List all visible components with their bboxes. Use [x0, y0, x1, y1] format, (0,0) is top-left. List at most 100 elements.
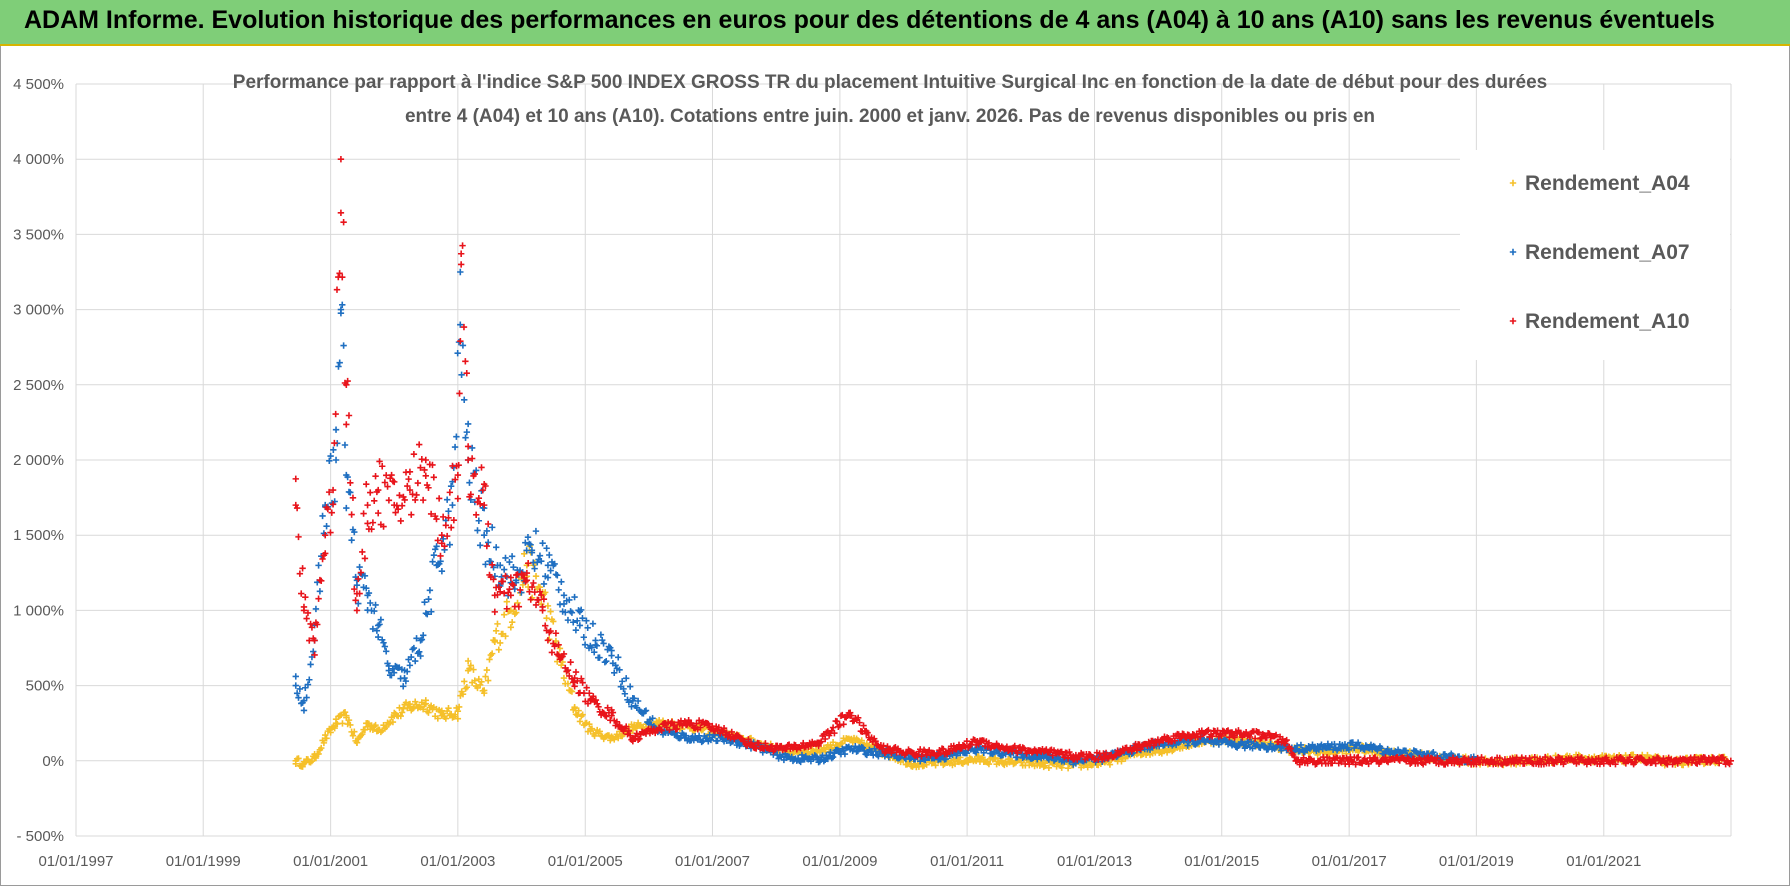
data-point	[846, 736, 854, 743]
data-point	[587, 727, 594, 734]
data-point	[575, 707, 582, 714]
data-point	[500, 566, 508, 573]
data-point	[401, 674, 408, 682]
data-point	[495, 646, 503, 653]
x-tick-label: 01/01/2013	[1057, 853, 1132, 870]
data-point	[380, 523, 387, 530]
x-tick-label: 01/01/2005	[548, 853, 623, 870]
data-point	[304, 609, 312, 617]
data-point	[446, 489, 454, 496]
data-point	[308, 757, 316, 765]
data-point	[1267, 740, 1274, 748]
data-point	[1384, 745, 1391, 753]
data-point	[1696, 758, 1703, 766]
data-point	[343, 421, 350, 428]
data-point	[322, 532, 329, 539]
data-point	[567, 608, 574, 615]
data-point	[455, 462, 462, 469]
data-point	[507, 574, 515, 581]
data-point	[482, 673, 489, 680]
data-point	[336, 359, 343, 366]
data-point	[491, 608, 499, 616]
data-point	[589, 620, 597, 627]
data-point	[459, 242, 466, 249]
data-point	[560, 674, 568, 682]
data-point	[454, 495, 462, 502]
data-point	[571, 674, 578, 682]
data-point	[491, 573, 499, 580]
data-point	[572, 668, 580, 676]
data-point	[406, 486, 414, 494]
data-point	[332, 720, 340, 727]
data-point	[540, 596, 548, 603]
data-point	[571, 593, 578, 601]
data-point	[629, 697, 637, 704]
data-point	[421, 466, 428, 474]
data-point	[300, 697, 308, 704]
data-point	[464, 657, 472, 665]
data-point	[592, 637, 599, 644]
data-point	[942, 748, 950, 755]
data-point	[1158, 750, 1166, 757]
data-point	[584, 624, 591, 631]
data-point	[1600, 757, 1607, 764]
data-point	[507, 624, 515, 631]
legend-marker	[1509, 248, 1517, 256]
data-point	[1041, 762, 1049, 769]
data-point	[528, 583, 536, 591]
data-point	[1034, 756, 1041, 763]
data-point	[641, 708, 648, 715]
data-point	[300, 707, 308, 714]
data-point	[375, 486, 382, 494]
data-point	[1341, 741, 1349, 748]
data-point	[1404, 754, 1411, 762]
data-point	[1064, 764, 1072, 772]
data-point	[514, 599, 521, 607]
data-point	[530, 579, 537, 587]
data-point	[373, 627, 381, 634]
data-point	[622, 723, 630, 730]
data-point	[310, 648, 317, 655]
data-point	[488, 650, 496, 657]
data-point	[410, 451, 418, 458]
data-point	[496, 588, 504, 595]
data-point	[406, 662, 414, 669]
data-point	[425, 709, 432, 716]
data-point	[620, 685, 627, 693]
data-point	[532, 572, 540, 580]
data-point	[807, 757, 815, 765]
data-point	[550, 618, 557, 625]
data-point	[476, 542, 484, 549]
data-point	[497, 562, 504, 569]
data-point	[1006, 759, 1013, 766]
data-point	[611, 669, 618, 677]
data-point	[315, 750, 322, 758]
data-point	[333, 286, 341, 293]
data-point	[636, 735, 643, 743]
data-point	[457, 321, 464, 328]
data-point	[1197, 730, 1204, 737]
data-point	[421, 599, 428, 606]
data-point	[312, 605, 320, 613]
data-point	[492, 544, 500, 551]
data-point	[1715, 759, 1723, 767]
data-point	[323, 523, 330, 530]
data-point	[401, 496, 408, 504]
data-point	[1612, 761, 1619, 768]
page-title: ADAM Informe. Evolution historique des p…	[24, 6, 1715, 34]
data-point	[343, 504, 350, 512]
data-point	[417, 637, 424, 644]
data-point	[482, 482, 489, 490]
data-point	[410, 644, 418, 652]
y-tick-label: 3 500%	[13, 226, 64, 243]
data-point	[544, 637, 552, 644]
data-point	[306, 676, 313, 683]
data-point	[625, 727, 633, 735]
data-point	[457, 268, 464, 276]
data-point	[409, 646, 416, 653]
data-point	[601, 658, 609, 666]
data-point	[619, 678, 626, 685]
data-point	[1304, 760, 1311, 767]
data-point	[507, 592, 515, 599]
data-point	[413, 491, 420, 499]
